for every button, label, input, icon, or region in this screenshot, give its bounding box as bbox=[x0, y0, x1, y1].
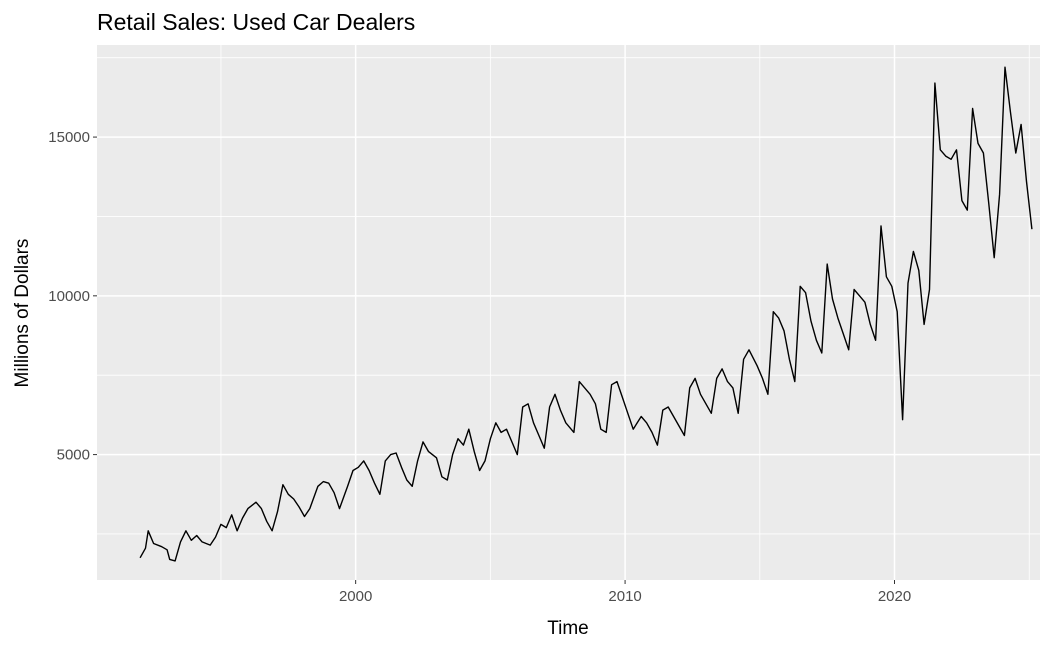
y-tick-label: 15000 bbox=[48, 129, 90, 146]
plot-panel bbox=[97, 45, 1040, 580]
y-tick-label: 10000 bbox=[48, 288, 90, 305]
x-tick-label: 2020 bbox=[878, 588, 911, 605]
x-axis: 2000 2010 2020 bbox=[339, 580, 911, 605]
y-axis: 5000 10000 15000 bbox=[48, 129, 97, 464]
series-line bbox=[139, 66, 1033, 562]
major-gridlines bbox=[97, 45, 1040, 580]
y-axis-title: Millions of Dollars bbox=[12, 239, 33, 388]
minor-gridlines bbox=[97, 45, 1040, 580]
y-tick-label: 5000 bbox=[57, 447, 90, 464]
chart-title: Retail Sales: Used Car Dealers bbox=[97, 9, 415, 35]
x-tick-label: 2010 bbox=[608, 588, 641, 605]
x-tick-label: 2000 bbox=[339, 588, 372, 605]
x-axis-title: Time bbox=[547, 618, 589, 639]
